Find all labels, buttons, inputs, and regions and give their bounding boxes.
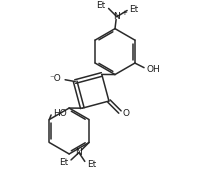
Text: ⁻O: ⁻O xyxy=(50,74,61,83)
Text: OH: OH xyxy=(147,65,161,74)
Text: Et: Et xyxy=(97,1,106,10)
Text: Et: Et xyxy=(59,158,68,167)
Text: Et: Et xyxy=(129,4,138,13)
Text: N: N xyxy=(113,12,120,21)
Text: HO: HO xyxy=(53,109,67,118)
Text: N: N xyxy=(75,148,82,157)
Text: Et: Et xyxy=(87,160,97,169)
Text: O: O xyxy=(122,109,129,118)
Text: +: + xyxy=(121,10,127,16)
